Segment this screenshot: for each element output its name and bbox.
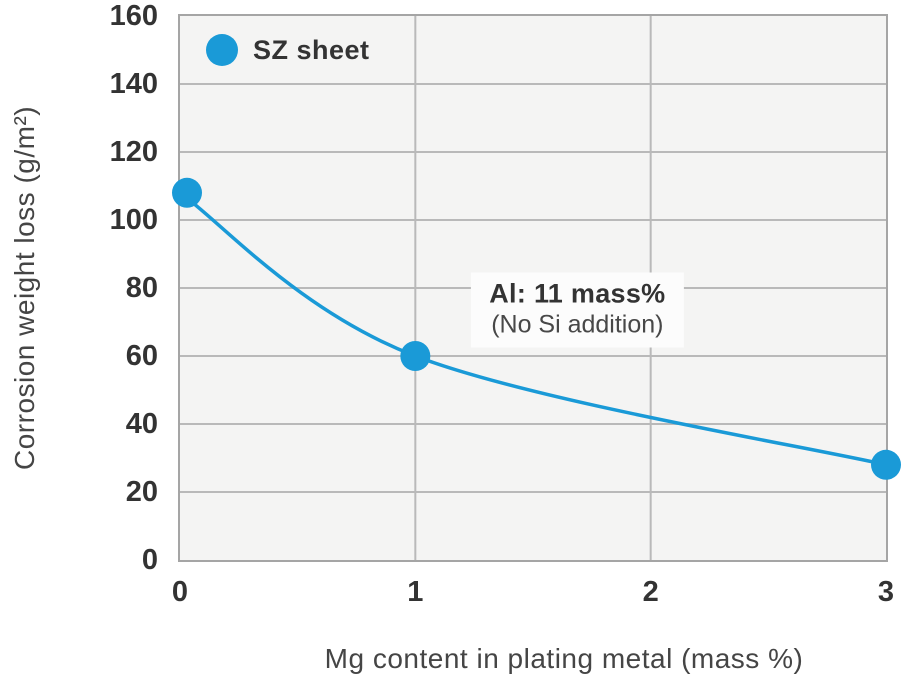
- annotation-line1: Al: 11 mass%: [489, 278, 666, 309]
- x-tick-label: 0: [171, 576, 189, 608]
- data-point-marker: [172, 177, 202, 208]
- x-tick-label: 1: [407, 576, 424, 608]
- x-tick-label: 2: [642, 576, 659, 608]
- y-tick-label: 80: [125, 272, 158, 304]
- series-line: [179, 191, 887, 467]
- data-point-marker: [400, 341, 431, 371]
- y-tick-label: 20: [125, 476, 158, 508]
- annotation-box: Al: 11 mass% (No Si addition): [471, 272, 684, 348]
- y-tick-label: 100: [109, 204, 158, 236]
- x-tick-label: 3: [877, 576, 895, 608]
- y-tick-label: 120: [109, 136, 158, 168]
- legend-label: SZ sheet: [253, 34, 370, 65]
- legend: SZ sheet: [206, 34, 370, 66]
- plot-area: SZ sheet Al: 11 mass% (No Si addition): [172, 14, 901, 562]
- y-tick-label: 40: [125, 408, 158, 440]
- y-tick-label: 140: [109, 68, 158, 100]
- y-tick-label: 60: [125, 340, 158, 372]
- y-axis-title: Corrosion weight loss (g/m²): [9, 105, 40, 471]
- y-tick-label: 160: [109, 0, 158, 32]
- data-point-marker: [871, 449, 901, 480]
- x-axis-title: Mg content in plating metal (mass %): [324, 643, 804, 674]
- annotation-line2: (No Si addition): [491, 310, 664, 339]
- legend-marker-icon: [206, 34, 238, 66]
- y-tick-label: 0: [141, 544, 158, 576]
